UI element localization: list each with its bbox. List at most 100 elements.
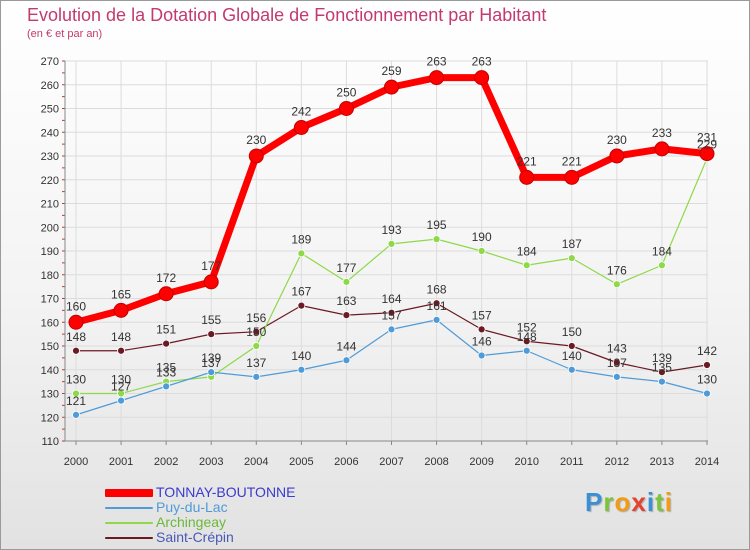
x-tick-label: 2014 (695, 456, 719, 468)
y-tick-label: 270 (41, 56, 59, 68)
data-point (342, 277, 351, 286)
data-label: 161 (427, 299, 447, 313)
data-label: 221 (517, 154, 537, 168)
data-point (113, 302, 129, 318)
data-point (72, 389, 80, 398)
data-label: 151 (156, 323, 176, 337)
data-point (387, 325, 396, 334)
data-point (387, 239, 396, 248)
data-point (432, 235, 441, 244)
x-tick-label: 2007 (379, 456, 403, 468)
data-point (252, 327, 261, 336)
data-point (207, 368, 216, 377)
data-label: 221 (562, 154, 582, 168)
series-layer (68, 70, 715, 419)
data-label: 167 (291, 285, 311, 299)
data-label: 177 (201, 259, 221, 273)
data-label: 157 (472, 308, 492, 322)
x-tick-label: 2003 (199, 456, 223, 468)
data-point (162, 339, 171, 348)
y-tick-label: 220 (41, 175, 59, 187)
legend-swatch (105, 522, 153, 524)
data-label: 143 (607, 342, 627, 356)
logo-letter: i (646, 487, 656, 517)
y-tick-label: 240 (41, 127, 59, 139)
data-label: 121 (66, 394, 86, 408)
data-label: 242 (291, 105, 311, 119)
logo-letter: P (585, 487, 604, 517)
x-tick-label: 2008 (424, 456, 448, 468)
data-point (522, 261, 531, 270)
data-label: 130 (66, 373, 86, 387)
data-point (477, 247, 486, 255)
data-point (342, 311, 351, 320)
data-label: 148 (111, 330, 131, 344)
data-point (522, 337, 531, 346)
data-point (703, 389, 711, 398)
data-label: 172 (156, 271, 176, 285)
data-label: 152 (517, 320, 537, 334)
data-label: 168 (427, 282, 447, 296)
data-point (519, 169, 535, 185)
data-point (117, 346, 125, 355)
data-label: 130 (697, 373, 717, 387)
proxiti-logo: Proxiti (585, 487, 673, 518)
data-label: 160 (66, 299, 86, 313)
x-tick-label: 2004 (244, 456, 268, 468)
data-point (658, 261, 666, 270)
grid-layer (65, 60, 708, 442)
legend-label: Archingeay (156, 514, 227, 530)
data-point (522, 346, 531, 355)
data-label-layer: 160 165 172 177 230 242 250 259 263 263 221 221 230 2… (66, 55, 717, 408)
data-label: 187 (562, 237, 582, 251)
data-point (477, 351, 486, 360)
y-tick-label: 180 (41, 270, 59, 282)
data-point (203, 274, 219, 290)
x-tick-label: 2005 (289, 456, 313, 468)
data-label: 195 (427, 218, 447, 232)
data-point (474, 70, 490, 86)
x-tick-label: 2002 (154, 456, 178, 468)
data-label: 139 (201, 351, 221, 365)
data-label: 150 (246, 325, 266, 339)
data-point (158, 286, 174, 302)
data-point (338, 101, 354, 116)
x-tick-label: 2006 (334, 456, 358, 468)
data-label: 259 (381, 64, 401, 78)
data-point (387, 308, 396, 317)
legend-swatch (105, 507, 153, 509)
data-label: 164 (381, 292, 401, 306)
x-tick-label: 2012 (605, 456, 629, 468)
data-label: 163 (336, 294, 356, 308)
data-label: 146 (472, 335, 492, 349)
line-chart: 110 120 130 140 150 160 170 180 190 200 210 220 230 2… (41, 55, 720, 468)
y-tick-label: 160 (41, 317, 59, 329)
data-label: 193 (381, 223, 401, 237)
y-tick-label: 140 (41, 365, 59, 377)
data-label: 230 (246, 133, 266, 147)
data-label: 139 (652, 351, 672, 365)
data-point (699, 146, 715, 162)
data-label: 190 (472, 230, 492, 244)
data-label: 144 (336, 339, 356, 353)
y-tick-label: 210 (41, 199, 59, 211)
data-label: 135 (652, 361, 672, 375)
logo-letter: t (655, 487, 665, 517)
logo-letter: r (603, 487, 615, 517)
chart-subtitle: (en € et par an) (27, 28, 103, 40)
data-label: 140 (562, 349, 582, 363)
data-label: 184 (652, 244, 672, 258)
legend-swatch (105, 537, 153, 539)
data-point (117, 396, 125, 405)
data-point (567, 365, 576, 374)
y-tick-label: 260 (41, 80, 59, 92)
data-point (162, 382, 171, 391)
data-point (658, 377, 666, 386)
legend-label: Saint-Crépin (156, 529, 234, 545)
data-point (297, 301, 306, 310)
data-point (567, 342, 576, 350)
data-label: 137 (201, 356, 221, 370)
data-label: 155 (201, 313, 221, 327)
data-label: 135 (156, 361, 176, 375)
